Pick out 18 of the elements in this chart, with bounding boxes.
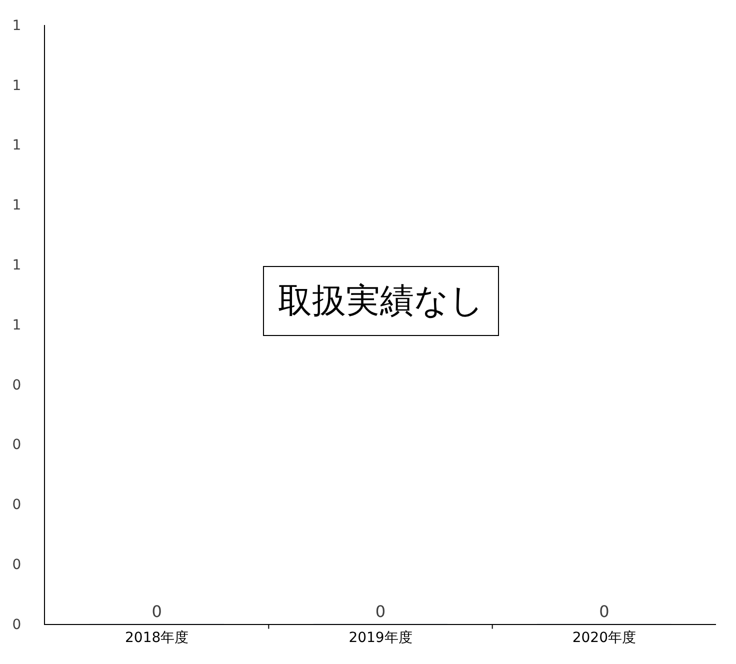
annotation: 取扱実績なし xyxy=(278,281,484,321)
y-tick-label: 0 xyxy=(12,497,22,514)
x-tick-label: 2018年度 xyxy=(125,630,189,646)
x-tick-label: 2019年度 xyxy=(348,630,412,646)
y-tick-label: 1 xyxy=(12,78,22,94)
y-tick-label: 0 xyxy=(12,377,22,394)
y-tick-label: 1 xyxy=(12,198,22,214)
data-label: 0 xyxy=(375,602,386,621)
y-tick-label: 0 xyxy=(12,437,22,454)
data-label: 0 xyxy=(152,602,162,621)
y-tick-label: 1 xyxy=(12,138,22,154)
data-label: 0 xyxy=(599,602,610,621)
y-tick-label: 1 xyxy=(12,258,22,274)
x-tick-label: 2020年度 xyxy=(572,630,636,646)
y-tick-label: 0 xyxy=(12,557,22,573)
y-tick-label: 1 xyxy=(12,18,22,34)
y-tick-label: 0 xyxy=(12,616,22,633)
y-tick-label: 1 xyxy=(12,317,22,334)
